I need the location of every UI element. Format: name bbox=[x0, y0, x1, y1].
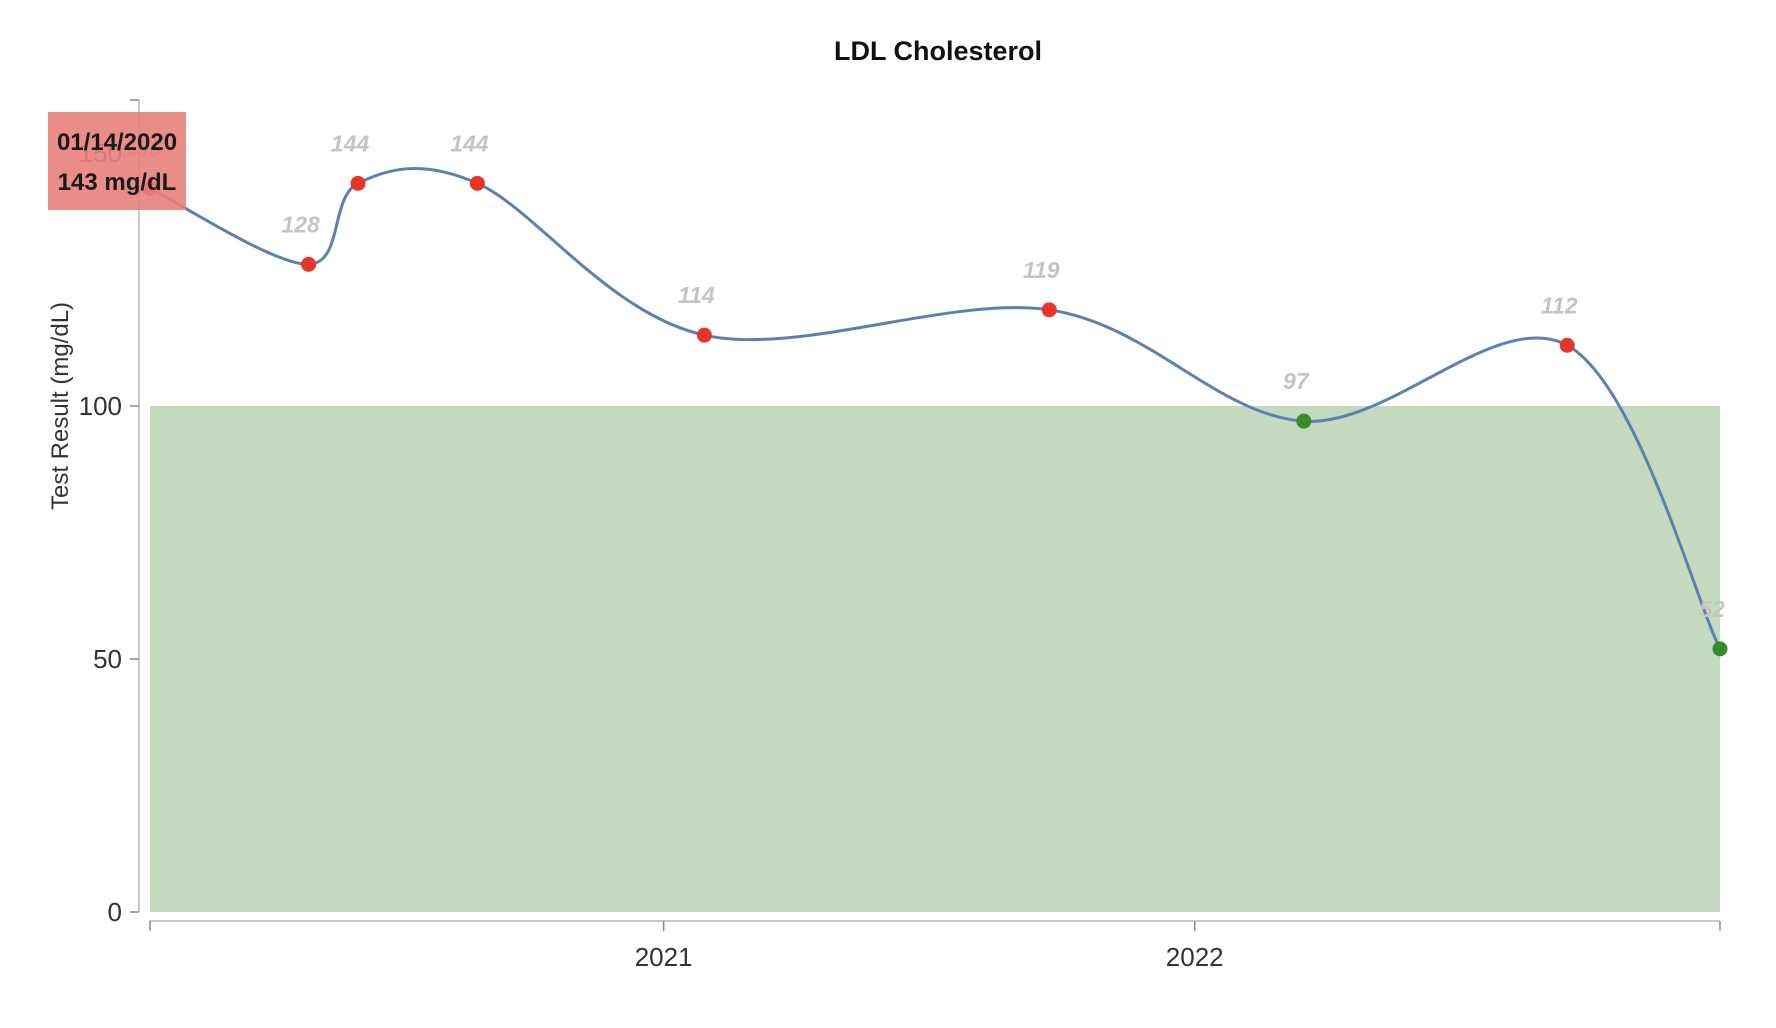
data-label: 114 bbox=[678, 282, 715, 308]
data-point bbox=[1041, 302, 1057, 318]
data-point bbox=[1296, 413, 1312, 429]
y-tick-label: 0 bbox=[108, 897, 122, 927]
data-point bbox=[1559, 337, 1575, 353]
data-label: 112 bbox=[1541, 292, 1578, 318]
series-line bbox=[149, 167, 1722, 650]
data-point bbox=[1712, 641, 1728, 657]
data-label: 97 bbox=[1283, 368, 1310, 394]
target-range-band bbox=[150, 406, 1720, 912]
data-point bbox=[301, 256, 317, 272]
data-label: 128 bbox=[281, 211, 320, 237]
y-tick-label: 100 bbox=[79, 391, 122, 421]
tooltip-value: 143 mg/dL bbox=[58, 169, 177, 196]
data-label: 144 bbox=[450, 130, 489, 156]
tooltip: 01/14/2020 143 mg/dL bbox=[48, 112, 186, 210]
data-point bbox=[350, 175, 366, 191]
x-tick-label: 2022 bbox=[1166, 942, 1224, 972]
chart-title: LDL Cholesterol bbox=[834, 36, 1042, 66]
x-tick-label: 2021 bbox=[635, 942, 693, 972]
plot-area: 0501001502021202215012814414411411997112… bbox=[79, 99, 1728, 972]
y-axis-title: Test Result (mg/dL) bbox=[47, 302, 74, 510]
y-tick-label: 50 bbox=[93, 644, 122, 674]
data-label: 144 bbox=[331, 130, 370, 156]
tooltip-box bbox=[48, 112, 186, 210]
data-point bbox=[469, 175, 485, 191]
data-point bbox=[696, 327, 712, 343]
data-label: 119 bbox=[1023, 257, 1060, 283]
tooltip-date: 01/14/2020 bbox=[57, 129, 177, 156]
data-label: 52 bbox=[1699, 596, 1725, 622]
